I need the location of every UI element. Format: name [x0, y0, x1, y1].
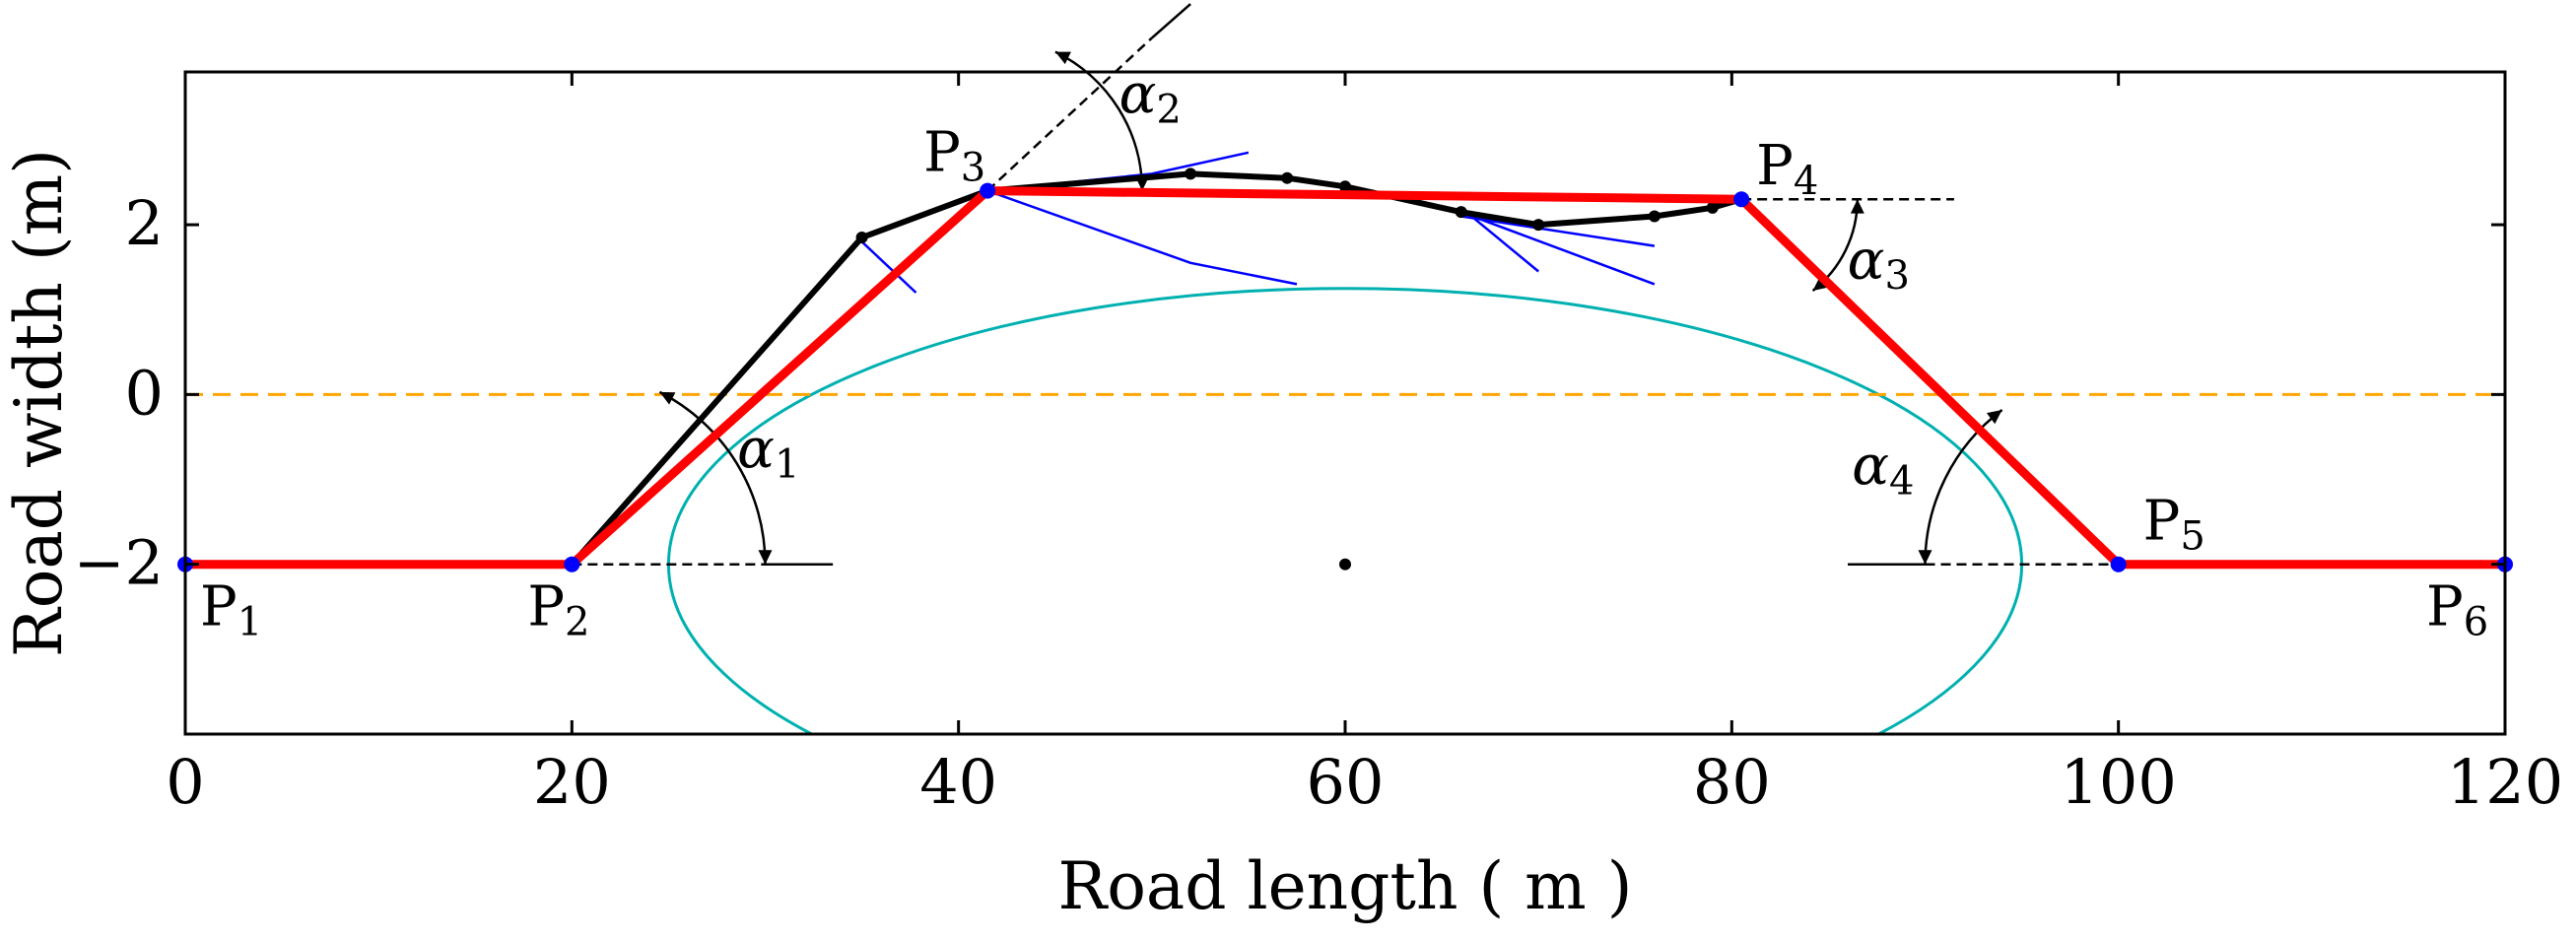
y-tick-label: −2 — [74, 527, 164, 599]
tangent-segment — [860, 240, 917, 294]
tangent-segment — [1460, 211, 1656, 286]
waypoint-label-6: P6 — [2426, 575, 2488, 645]
angle-arc — [1924, 409, 2003, 565]
x-tick-label: 40 — [919, 746, 997, 818]
waypoint-label-1: P1 — [200, 575, 262, 645]
y-tick-label: 0 — [125, 357, 164, 429]
planned-path-line — [185, 186, 2505, 570]
angle-arrowhead — [1918, 550, 1932, 565]
obstacle-center-point — [1339, 558, 1351, 571]
angle-label-2: α2 — [1119, 63, 1182, 133]
y-axis-label: Road width (m) — [1, 149, 77, 657]
waypoint-label-5: P5 — [2143, 490, 2205, 560]
angle-label-4: α4 — [1852, 435, 1914, 505]
angle-arc — [1054, 50, 1144, 191]
angle-arrowhead — [1812, 276, 1829, 291]
plot-area — [177, 3, 2513, 734]
angle-arrowhead — [1986, 410, 2002, 425]
vehicle-path-point — [1455, 206, 1467, 219]
helper-line — [1151, 3, 1191, 39]
waypoint-4 — [1733, 191, 1750, 208]
helper-line — [986, 36, 1153, 192]
vehicle-path-point — [1648, 210, 1661, 223]
tangent-segment — [986, 189, 1298, 286]
x-tick-label: 120 — [2447, 746, 2563, 818]
axis-ticks: 0 20 40 60 80 100 120 −2 0 2 — [74, 72, 2563, 818]
x-tick-label: 0 — [166, 746, 204, 818]
angle-label-3: α3 — [1848, 229, 1910, 299]
vehicle-path-point — [855, 232, 868, 243]
x-axis-label: Road length ( m ) — [1058, 848, 1633, 924]
angle-label-1: α1 — [737, 418, 799, 488]
waypoint-label-4: P4 — [1756, 134, 1818, 204]
annotation-labels: α1 α2 α3 α4 P1 P2 P3 P4 P5 P6 — [200, 63, 2488, 645]
x-tick-label: 80 — [1693, 746, 1771, 818]
x-tick-label: 60 — [1307, 746, 1385, 818]
vehicle-path-point — [1532, 219, 1545, 232]
vehicle-path-point — [1706, 201, 1719, 214]
angle-arc — [658, 390, 767, 565]
vehicle-path-point — [1185, 168, 1197, 180]
tangent-segment — [1460, 215, 1656, 247]
angle-arrowhead — [1054, 51, 1071, 65]
angle-arrowhead — [1850, 199, 1864, 214]
vehicle-path-point — [1281, 171, 1294, 184]
waypoint-label-3: P3 — [923, 121, 985, 191]
y-tick-label: 2 — [125, 187, 164, 259]
waypoint-label-2: P2 — [527, 575, 589, 645]
angle-arrowhead — [659, 391, 676, 405]
x-tick-label: 100 — [2060, 746, 2176, 818]
waypoint-3 — [980, 182, 996, 199]
vehicle-path-point — [1339, 180, 1351, 193]
x-tick-label: 20 — [533, 746, 611, 818]
waypoint-2 — [564, 556, 580, 572]
waypoint-5 — [2110, 556, 2127, 572]
angle-arrowhead — [758, 550, 773, 565]
